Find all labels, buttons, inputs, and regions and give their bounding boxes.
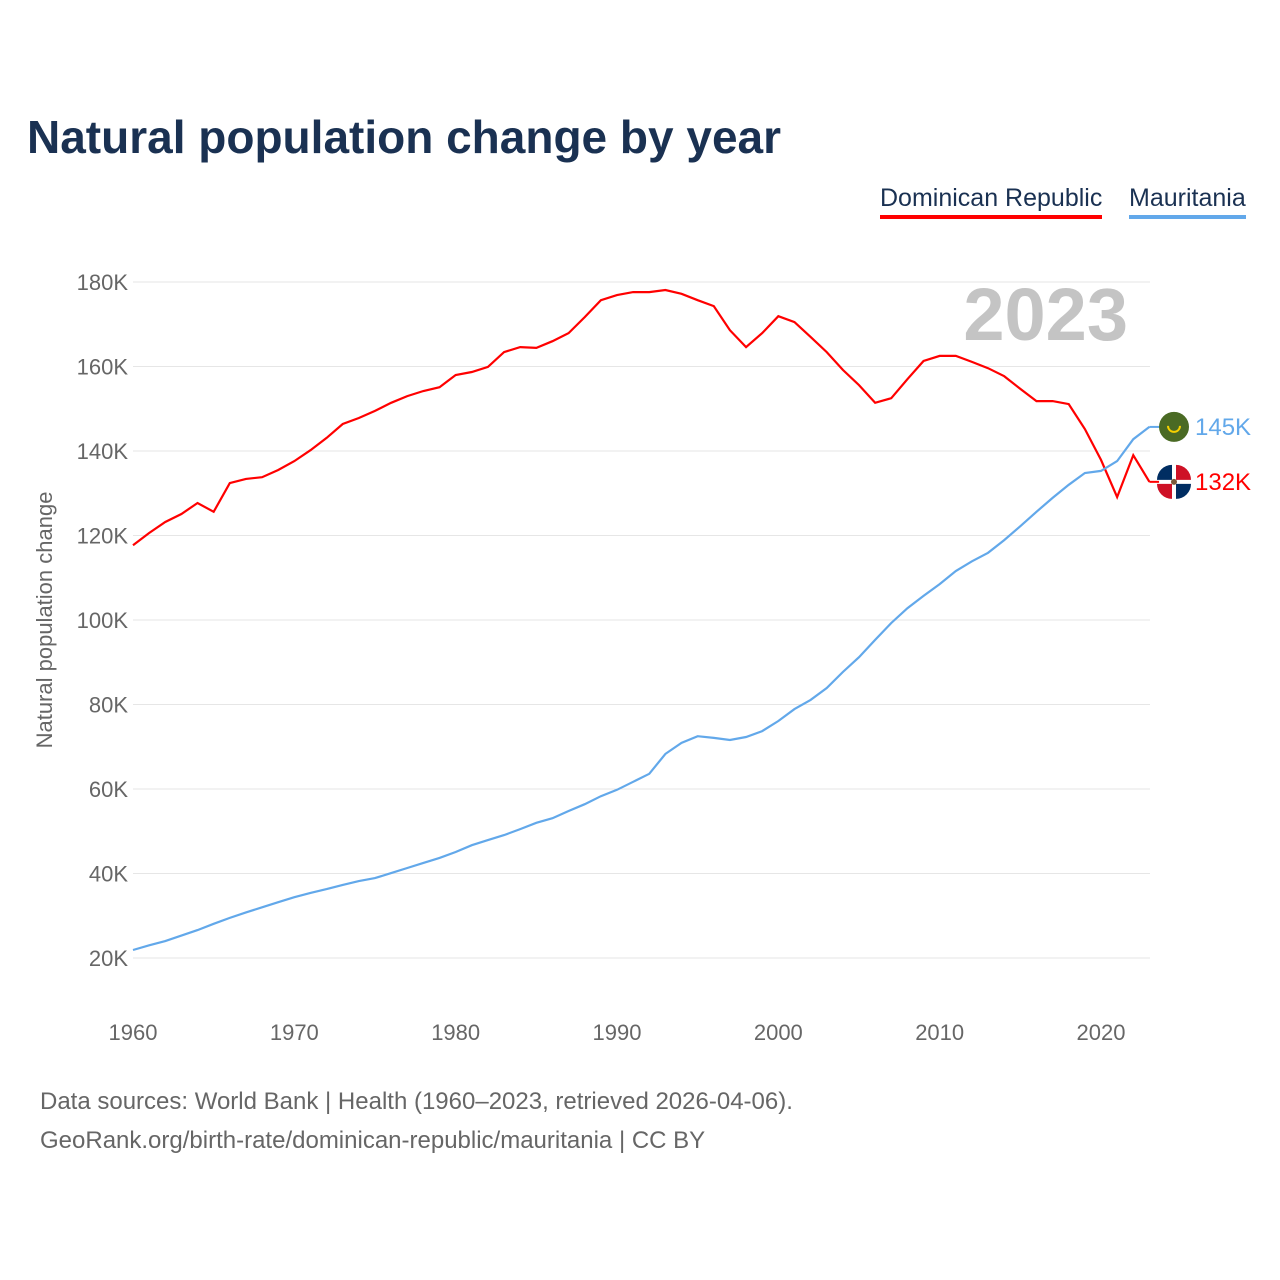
y-tick-label: 60K xyxy=(89,777,128,802)
flag-crescent xyxy=(1167,425,1181,433)
x-tick-label: 1990 xyxy=(593,1020,642,1045)
chart-title: Natural population change by year xyxy=(27,111,782,163)
y-tick-label: 160K xyxy=(77,355,129,380)
year-label: 2023 xyxy=(963,273,1128,356)
y-axis-label: Natural population change xyxy=(32,492,57,749)
x-tick-label: 1970 xyxy=(270,1020,319,1045)
y-tick-label: 100K xyxy=(77,608,129,633)
y-tick-label: 180K xyxy=(77,270,129,295)
x-tick-label: 2020 xyxy=(1077,1020,1126,1045)
end-value-label: 132K xyxy=(1195,469,1251,496)
footer-link[interactable]: GeoRank.org/birth-rate/dominican-republi… xyxy=(40,1127,706,1154)
y-tick-label: 120K xyxy=(77,524,129,549)
footer-sources: Data sources: World Bank | Health (1960–… xyxy=(40,1088,793,1115)
y-tick-label: 20K xyxy=(89,946,128,971)
x-tick-label: 2000 xyxy=(754,1020,803,1045)
series-line-1[interactable] xyxy=(132,426,1151,952)
end-value-label: 145K xyxy=(1195,414,1251,441)
legend-dominican-republic[interactable]: Dominican Republic xyxy=(880,184,1103,219)
dominican-republic-flag-icon xyxy=(1157,464,1191,499)
x-tick-label: 1980 xyxy=(431,1020,480,1045)
y-tick-label: 80K xyxy=(89,693,128,718)
x-tick-label: 2010 xyxy=(915,1020,964,1045)
mauritania-flag-icon xyxy=(1159,411,1189,442)
y-tick-label: 40K xyxy=(89,862,128,887)
legend-mauritania[interactable]: Mauritania xyxy=(1129,184,1246,219)
y-tick-label: 140K xyxy=(77,439,129,464)
series-line-0[interactable] xyxy=(132,288,1151,547)
x-tick-label: 1960 xyxy=(109,1020,158,1045)
